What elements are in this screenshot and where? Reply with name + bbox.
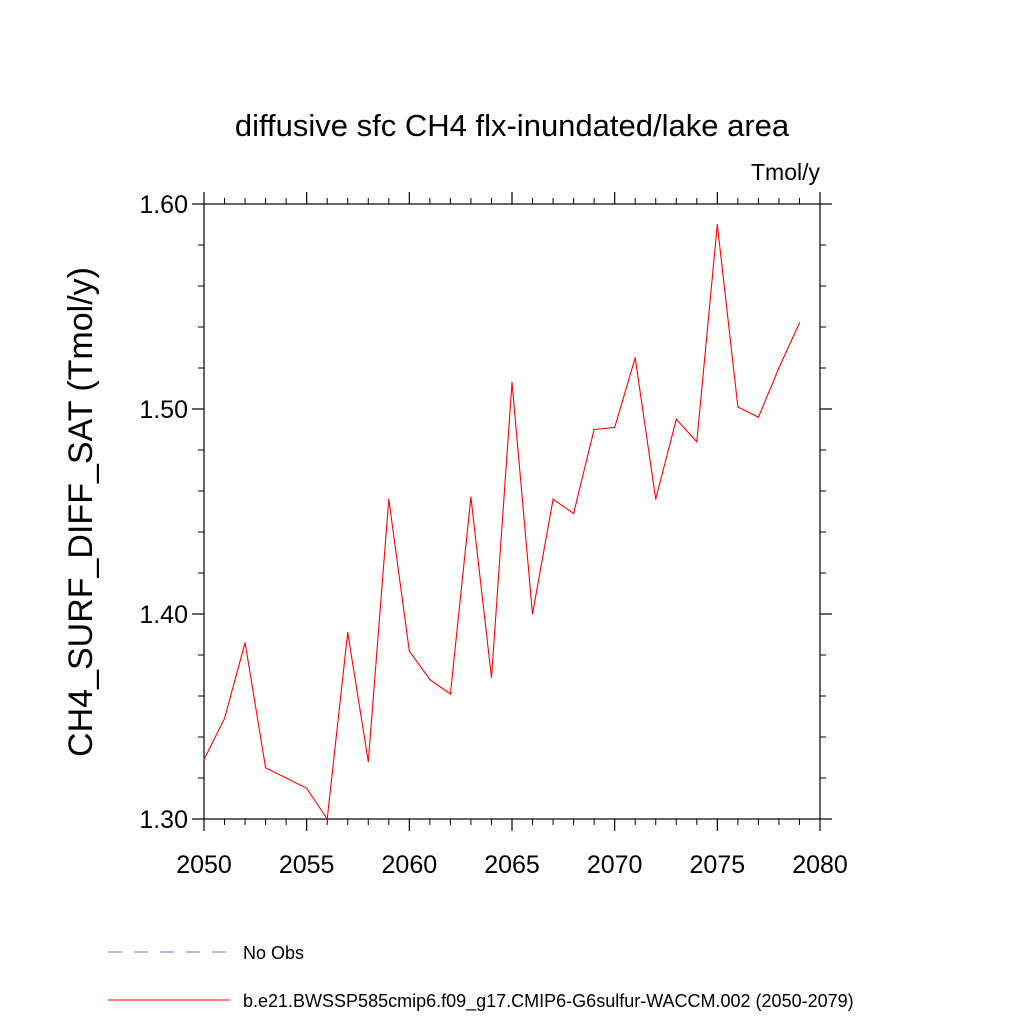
- legend: No Obs b.e21.BWSSP585cmip6.f09_g17.CMIP6-…: [108, 943, 854, 1012]
- data-point: [203, 758, 205, 761]
- data-point: [531, 613, 534, 615]
- data-point: [470, 496, 472, 498]
- plot-frame: [203, 203, 821, 820]
- data-point: [408, 650, 410, 652]
- x-tick-label: 2075: [690, 851, 746, 879]
- legend-label: No Obs: [243, 943, 304, 963]
- chart-title: diffusive sfc CH4 flx-inundated/lake are…: [235, 108, 790, 143]
- legend-label: b.e21.BWSSP585cmip6.f09_g17.CMIP6-G6sulf…: [243, 991, 854, 1012]
- data-point: [285, 777, 287, 779]
- data-point: [552, 498, 554, 500]
- y-axis-label: CH4_SURF_DIFF_SAT (Tmol/y): [62, 267, 100, 757]
- y-tick-label: 1.60: [139, 191, 188, 219]
- data-point: [449, 693, 451, 695]
- data-point: [306, 787, 308, 789]
- data-point: [716, 223, 718, 226]
- data-point: [429, 679, 431, 681]
- data-point: [367, 761, 369, 763]
- data-point: [326, 818, 328, 820]
- series-group: [203, 223, 801, 821]
- data-point: [675, 418, 677, 420]
- y-tick-label: 1.30: [139, 806, 188, 834]
- data-point: [265, 767, 267, 769]
- x-tick-label: 2065: [484, 851, 540, 879]
- x-tick-label: 2050: [176, 851, 232, 879]
- data-point: [490, 676, 493, 679]
- data-point: [778, 367, 780, 369]
- data-point: [573, 512, 575, 515]
- data-point: [223, 717, 226, 720]
- data-point: [388, 498, 390, 500]
- data-point: [593, 428, 595, 431]
- data-point: [347, 631, 349, 634]
- y-tick-label: 1.40: [139, 601, 188, 629]
- units-label: Tmol/y: [751, 159, 821, 185]
- data-point: [511, 381, 513, 383]
- plot-axes: 2050 2055 2060 2065 2070 2075 2080 1.30 1.40 1.50…: [139, 191, 847, 879]
- data-point: [634, 357, 636, 359]
- y-tick-label: 1.50: [139, 396, 188, 424]
- x-tick-label: 2080: [792, 851, 848, 879]
- data-point: [655, 498, 657, 500]
- data-point: [757, 416, 760, 418]
- series-line: [203, 224, 801, 821]
- data-point: [798, 322, 801, 324]
- data-point: [737, 406, 739, 408]
- x-tick-label: 2070: [587, 851, 643, 879]
- x-tick-label: 2060: [382, 851, 438, 879]
- x-tick-label: 2055: [279, 851, 335, 879]
- data-point: [614, 426, 616, 429]
- data-point: [696, 441, 698, 443]
- data-point: [244, 642, 246, 644]
